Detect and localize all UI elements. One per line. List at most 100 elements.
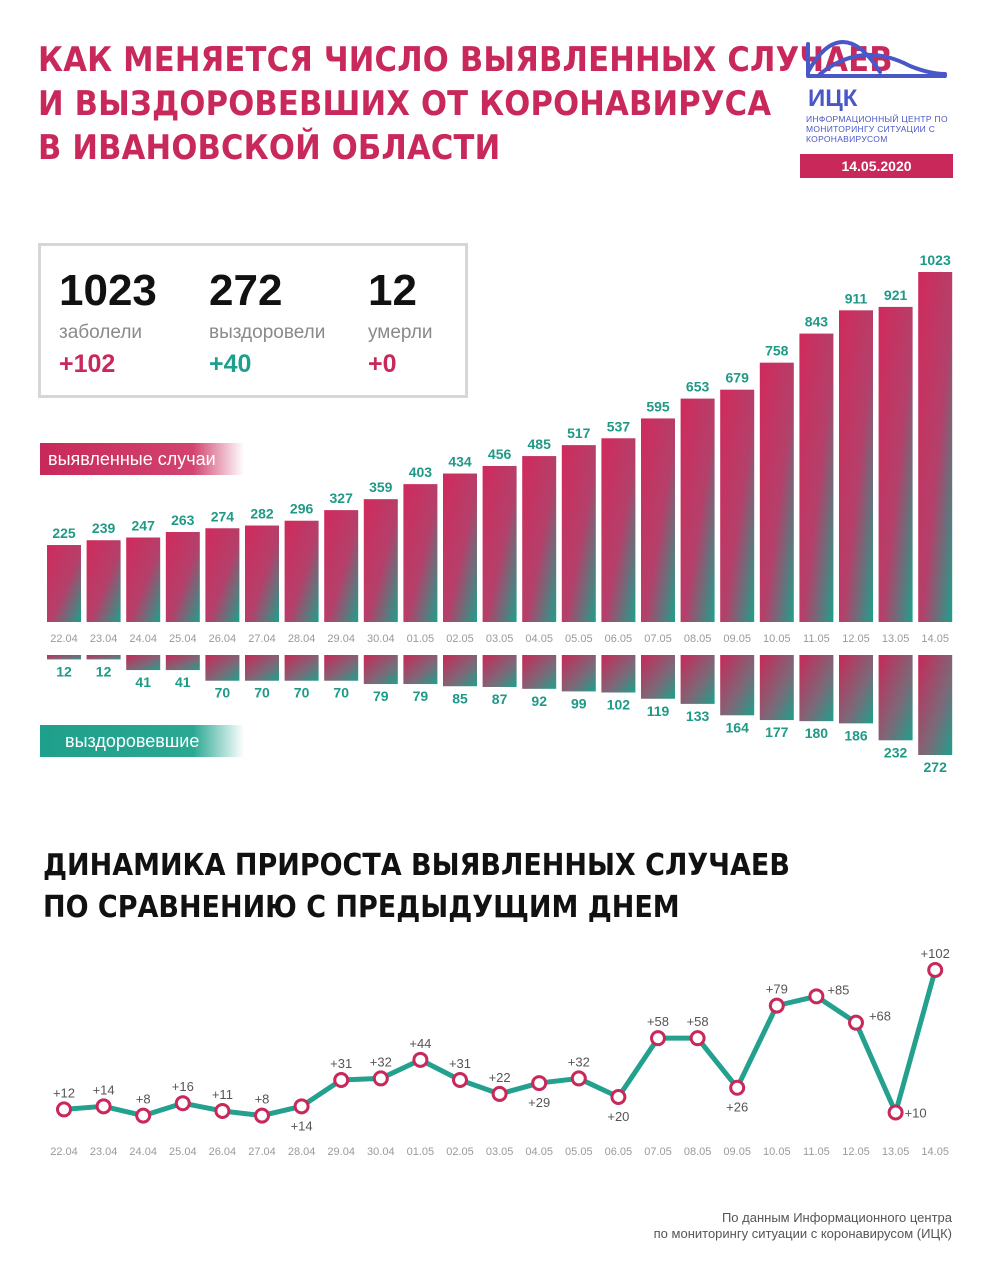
x-tick-label: 09.05: [723, 1146, 751, 1158]
x-tick-label: 08.05: [684, 633, 712, 645]
recovered-bar: [720, 655, 755, 716]
x-tick-label: 26.04: [209, 1146, 237, 1158]
cases-bar-label: 282: [250, 506, 274, 522]
logo-name: ИЦК: [808, 85, 858, 112]
x-tick-label: 11.05: [803, 1146, 830, 1158]
stat-recovered-delta: +40: [209, 350, 252, 378]
x-tick-label: 02.05: [446, 1146, 474, 1158]
growth-point: [135, 1107, 152, 1124]
x-tick-label: 14.05: [921, 633, 949, 645]
recovered-bar: [284, 655, 319, 681]
growth-point-label: +11: [212, 1087, 233, 1102]
cases-bar: [284, 520, 319, 622]
recovered-bar-label: 79: [373, 688, 389, 704]
recovered-bar-label: 99: [571, 695, 587, 711]
cases-bar-label: 517: [567, 425, 591, 441]
growth-point: [887, 1104, 904, 1121]
cases-bar: [641, 418, 675, 622]
cases-bar-label: 239: [92, 520, 116, 536]
recovered-bar: [47, 655, 81, 660]
x-tick-label: 24.04: [129, 633, 157, 645]
x-tick-label: 04.05: [525, 633, 553, 645]
x-tick-label: 29.04: [327, 633, 355, 645]
recovered-bar-label: 102: [607, 697, 631, 713]
growth-point-label: +85: [827, 982, 849, 997]
cases-bar: [443, 473, 477, 622]
cases-bar: [561, 445, 596, 622]
cases-bar-label: 247: [132, 517, 156, 533]
stat-recovered: 272 выздоровели +40: [209, 266, 325, 378]
x-tick-label: 05.05: [565, 1146, 593, 1158]
stat-cases-label: заболели: [59, 322, 143, 343]
x-tick-label: 12.05: [842, 633, 870, 645]
growth-point-label: +79: [766, 982, 788, 997]
recovered-bar: [86, 655, 121, 660]
x-tick-label: 22.04: [50, 633, 78, 645]
cases-bar: [601, 438, 636, 622]
growth-point-label: +32: [568, 1054, 590, 1069]
recovered-bar-label: 232: [884, 744, 908, 760]
cases-bar: [126, 537, 161, 622]
x-tick-label: 12.05: [842, 1146, 870, 1158]
x-tick-label: 24.04: [129, 1146, 157, 1158]
stat-cases-delta: +102: [59, 350, 116, 378]
recovered-bar: [561, 655, 596, 692]
x-tick-label: 25.04: [169, 1146, 197, 1158]
recovered-bar: [245, 655, 279, 681]
stat-cases-value: 1023: [59, 266, 157, 315]
title-line: и выздоровевших от коронавируса: [38, 84, 772, 124]
recovered-bar-label: 12: [56, 663, 72, 679]
cases-bar: [165, 532, 200, 622]
x-tick-label: 08.05: [684, 1146, 712, 1158]
growth-point: [452, 1071, 468, 1088]
x-tick-label: 06.05: [605, 633, 633, 645]
x-tick-label: 29.04: [327, 1146, 355, 1158]
x-tick-label: 23.04: [90, 1146, 118, 1158]
recovered-bar-label: 186: [844, 727, 868, 743]
bar-chart: 225 22.04 12 239 23.04 12 247 24.04 41 263 25.04 41…: [47, 252, 953, 775]
cases-bar: [759, 362, 794, 622]
cases-bar-label: 921: [884, 287, 908, 303]
cases-bar-label: 485: [528, 436, 552, 452]
x-tick-label: 25.04: [169, 633, 197, 645]
growth-point: [491, 1085, 508, 1102]
recovered-bar: [641, 655, 675, 699]
stats-box: 1023 заболели +102 272 выздоровели +40 1…: [38, 243, 468, 398]
growth-point: [174, 1095, 191, 1112]
cases-bar: [918, 272, 953, 622]
cases-bar: [324, 510, 359, 622]
cases-bar: [482, 465, 517, 622]
cases-bar-label: 843: [805, 314, 829, 330]
growth-point-label: +10: [905, 1106, 927, 1121]
stat-deaths: 12 умерли +0: [368, 266, 433, 378]
page-title: Как меняется число выявленных случаев и …: [38, 38, 893, 170]
growth-point-label: +16: [172, 1079, 194, 1094]
cases-bar-label: 274: [211, 508, 235, 524]
growth-point-label: +31: [330, 1056, 352, 1071]
growth-point: [689, 1030, 706, 1047]
cases-bar: [245, 525, 279, 622]
recovered-bar: [324, 655, 359, 681]
cases-bar-label: 1023: [920, 252, 951, 268]
x-tick-label: 23.04: [90, 633, 118, 645]
cases-bar: [799, 333, 834, 622]
recovered-bar-label: 133: [686, 708, 710, 724]
x-tick-label: 02.05: [446, 633, 474, 645]
recovered-bar: [601, 655, 636, 693]
x-tick-label: 13.05: [882, 1146, 910, 1158]
itsk-logo: ИЦК: [806, 40, 947, 112]
growth-point: [372, 1070, 389, 1087]
growth-point-label: +14: [291, 1118, 313, 1133]
growth-point: [729, 1079, 746, 1096]
growth-point: [570, 1070, 587, 1087]
recovered-bar: [126, 655, 161, 671]
x-tick-label: 26.04: [209, 633, 237, 645]
growth-point: [650, 1030, 666, 1047]
recovered-bar: [363, 655, 398, 685]
growth-point-label: +31: [449, 1056, 471, 1071]
recovered-bar: [759, 655, 794, 721]
x-tick-label: 09.05: [723, 633, 751, 645]
recovered-bar: [522, 655, 557, 689]
cases-series-label: выявленные случаи: [40, 443, 244, 475]
recovered-bar-label: 85: [452, 690, 468, 706]
